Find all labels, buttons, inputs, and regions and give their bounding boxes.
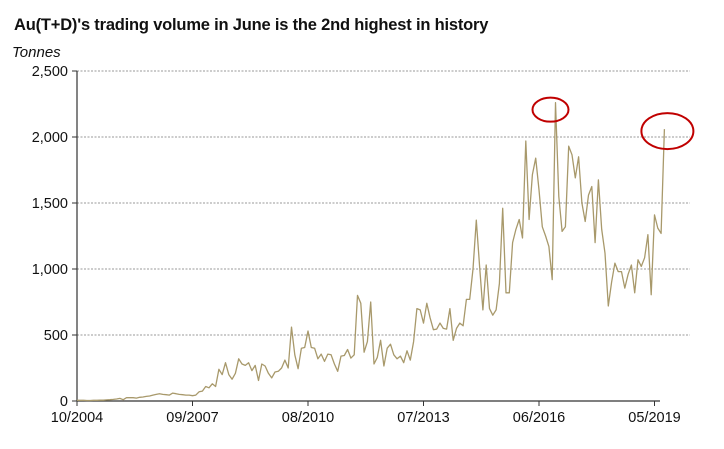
y-tick-label: 500 [44, 328, 68, 344]
annotation-circle-historical-high [531, 96, 570, 123]
x-tick-label: 06/2016 [513, 410, 565, 426]
y-tick-label: 2,500 [32, 64, 68, 80]
x-tick-label: 05/2019 [628, 410, 680, 426]
y-axis-label: Tonnes [12, 44, 61, 61]
y-tick-label: 1,500 [32, 196, 68, 212]
x-tick-label: 09/2007 [166, 410, 218, 426]
series-line-trading-volume [77, 102, 666, 402]
annotation-circle-june-2019 [640, 112, 695, 151]
x-tick-label: 07/2013 [397, 410, 449, 426]
y-tick-label: 2,000 [32, 130, 68, 146]
chart-title: Au(T+D)'s trading volume in June is the … [14, 16, 489, 34]
y-tick-label: 1,000 [32, 262, 68, 278]
y-tick-label: 0 [60, 394, 68, 410]
x-tick-label: 10/2004 [51, 410, 103, 426]
x-tick-label: 08/2010 [282, 410, 334, 426]
